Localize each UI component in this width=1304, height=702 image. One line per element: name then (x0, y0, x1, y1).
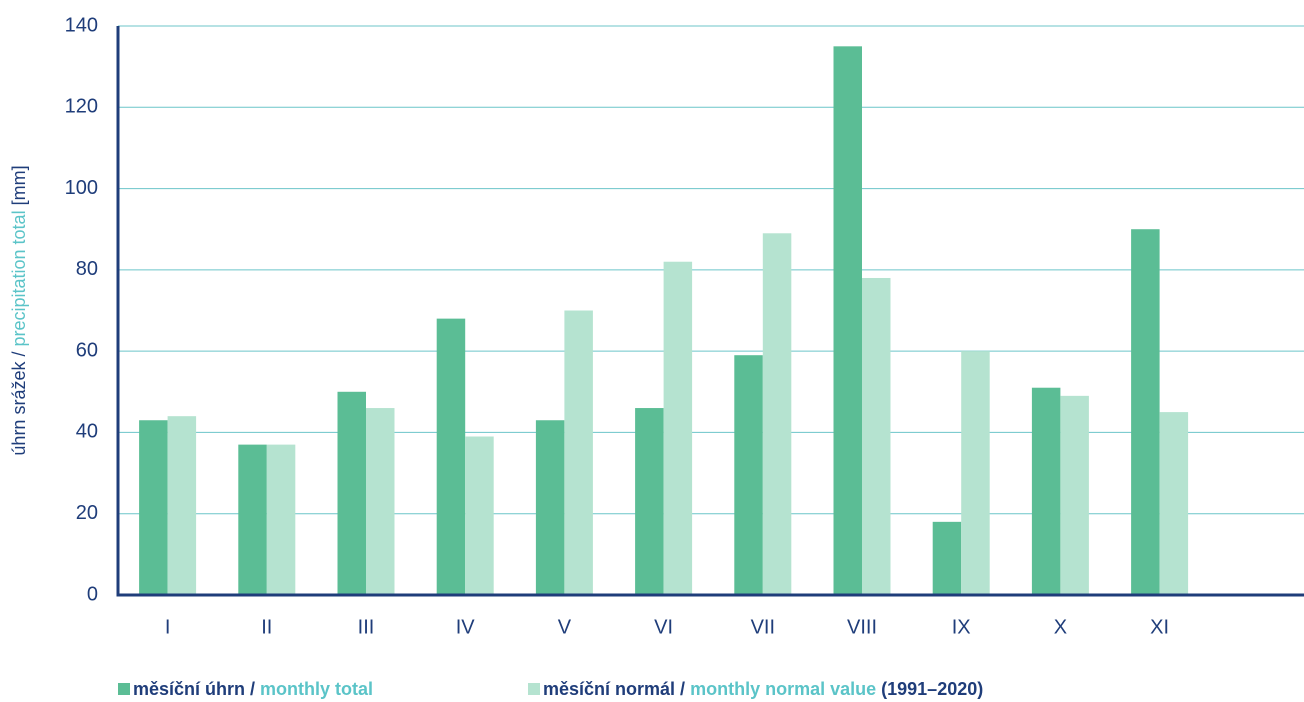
x-tick-label: VI (654, 616, 673, 638)
bar (833, 46, 862, 596)
bar (139, 420, 168, 595)
legend-label-part: měsíční úhrn / (133, 679, 255, 699)
bar (465, 436, 494, 595)
bar (1131, 229, 1160, 595)
bar (1031, 387, 1061, 595)
y-tick-label: 20 (76, 502, 98, 524)
y-tick-label: 120 (65, 96, 98, 118)
y-tick-label: 40 (76, 421, 98, 443)
bar (266, 444, 296, 595)
y-tick-label: 60 (76, 339, 98, 361)
y-tick-label: 140 (65, 14, 98, 36)
x-tick-label: XI (1150, 616, 1169, 638)
bar (1060, 395, 1089, 595)
y-axis-label-part: precipitation total (9, 210, 29, 346)
bar (762, 233, 792, 595)
bar (535, 420, 565, 595)
bar (932, 521, 962, 595)
x-tick-label: VIII (847, 616, 877, 638)
bar (862, 277, 891, 595)
y-axis-label: úhrn srážek / precipitation total [mm] (9, 165, 29, 455)
bar (337, 391, 366, 595)
bar (564, 310, 593, 595)
legend-label-part: měsíční normál / (543, 679, 685, 699)
bar (167, 416, 197, 595)
legend-swatch (118, 683, 130, 695)
x-tick-label: II (261, 616, 272, 638)
legend-swatch (528, 683, 540, 695)
legend-label: měsíční úhrn / monthly total (133, 679, 373, 699)
y-tick-label: 0 (87, 583, 98, 605)
y-tick-label: 80 (76, 258, 98, 280)
x-tick-label: III (358, 616, 375, 638)
bar (734, 355, 763, 595)
y-tick-label: 100 (65, 177, 98, 199)
bar (238, 444, 267, 595)
y-axis-label-part: úhrn srážek / (9, 352, 29, 456)
legend-label-part: monthly normal value (690, 679, 876, 699)
x-tick-label: VII (751, 616, 775, 638)
x-tick-label: I (165, 616, 171, 638)
x-tick-label: V (558, 616, 572, 638)
bar (961, 351, 990, 595)
legend-label-part: monthly total (260, 679, 373, 699)
bar (1159, 412, 1189, 595)
bar (635, 408, 664, 595)
bar (436, 318, 466, 595)
y-axis-label-part: [mm] (9, 165, 29, 205)
legend-label-part: (1991–2020) (881, 679, 983, 699)
x-tick-label: IX (952, 616, 971, 638)
x-tick-label: IV (456, 616, 476, 638)
bar (663, 261, 693, 595)
legend-label: měsíční normál / monthly normal value (1… (543, 679, 983, 699)
x-tick-label: X (1054, 616, 1067, 638)
bar (366, 408, 395, 595)
